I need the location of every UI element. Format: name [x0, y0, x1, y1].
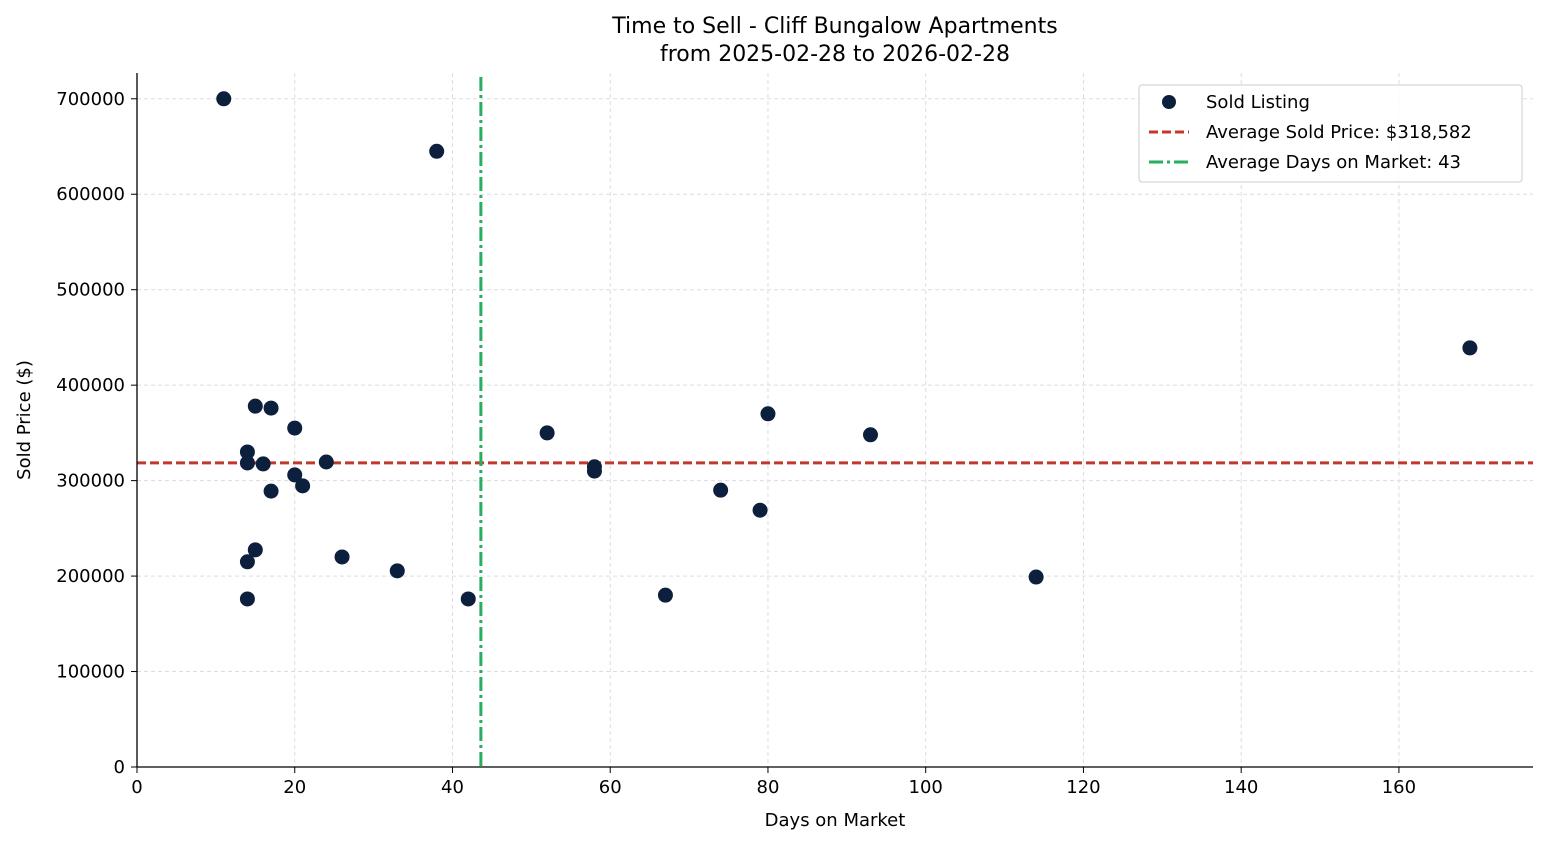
y-axis-label: Sold Price ($): [14, 360, 35, 480]
x-tick-label: 100: [909, 777, 943, 798]
data-point: [263, 400, 279, 416]
chart-title: Time to Sell - Cliff Bungalow Apartments: [611, 14, 1057, 39]
y-tick-label: 600000: [56, 184, 125, 205]
data-point: [255, 456, 271, 472]
x-tick-label: 0: [131, 777, 142, 798]
data-point: [713, 482, 729, 498]
data-point: [216, 91, 232, 107]
y-tick-label: 500000: [56, 280, 125, 301]
x-tick-label: 20: [283, 777, 306, 798]
data-point: [460, 591, 476, 607]
axes: 0 20 40 60 80 100 120 140 160 0 100000 200000 300000…: [56, 73, 1533, 798]
legend-label-avg-days: Average Days on Market: 43: [1206, 152, 1461, 173]
legend-label-points: Sold Listing: [1206, 92, 1310, 113]
data-point: [247, 542, 263, 558]
legend: Sold Listing Average Sold Price: $318,58…: [1138, 84, 1523, 183]
data-point: [318, 454, 334, 470]
data-point: [287, 467, 303, 483]
data-point: [239, 455, 255, 471]
data-point: [334, 549, 350, 565]
y-tick-label: 200000: [56, 566, 125, 587]
x-tick-label: 80: [757, 777, 780, 798]
data-point: [752, 502, 768, 518]
data-point: [539, 425, 555, 441]
y-tick-label: 400000: [56, 375, 125, 396]
data-point: [657, 587, 673, 603]
x-tick-label: 140: [1224, 777, 1258, 798]
data-point: [1028, 569, 1044, 585]
x-tick-label: 40: [441, 777, 464, 798]
data-point: [295, 478, 311, 494]
x-axis-label: Days on Market: [765, 810, 906, 831]
data-point: [239, 554, 255, 570]
data-point: [389, 563, 405, 579]
reference-lines: [137, 77, 1533, 767]
legend-marker-points: [1162, 95, 1176, 109]
data-point: [247, 398, 263, 414]
data-point: [263, 483, 279, 499]
data-point: [862, 427, 878, 443]
data-point: [239, 591, 255, 607]
y-tick-label: 100000: [56, 662, 125, 683]
chart-subtitle: from 2025-02-28 to 2026-02-28: [660, 42, 1010, 67]
data-point: [586, 463, 602, 479]
y-tick-label: 300000: [56, 471, 125, 492]
data-point: [760, 406, 776, 422]
y-tick-label: 700000: [56, 89, 125, 110]
y-tick-label: 0: [114, 757, 125, 778]
data-point: [1462, 340, 1478, 356]
data-point: [239, 444, 255, 460]
x-tick-label: 120: [1066, 777, 1100, 798]
x-tick-label: 60: [599, 777, 622, 798]
data-point: [287, 420, 303, 436]
legend-frame: [1138, 84, 1523, 183]
data-point: [429, 143, 445, 159]
points: [216, 91, 1478, 607]
x-tick-label: 160: [1382, 777, 1416, 798]
legend-label-avg-price: Average Sold Price: $318,582: [1206, 122, 1472, 143]
